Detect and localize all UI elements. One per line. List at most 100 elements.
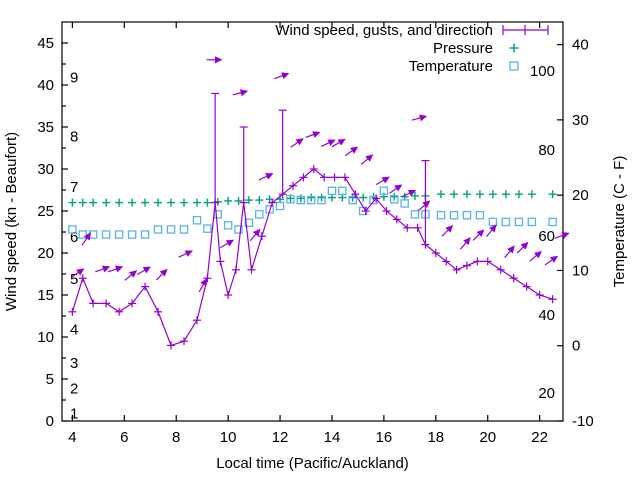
y-tick-label: 45 [37,35,54,52]
x-axis-ticks: 4 6 8 10 12 14 16 18 20 22 [68,22,548,446]
pressure-scale-label: 100 [530,63,555,80]
pressure-scale-label: 20 [538,385,555,402]
y-axis-left-ticks: 0 5 10 15 20 25 30 35 40 45 [37,35,68,430]
wind-direction-arrow [232,89,249,97]
wind-direction-arrow [360,154,374,165]
wind-direction-arrow [544,255,559,266]
beaufort-label: 1 [70,406,78,423]
pressure-scale-label: 80 [538,142,555,159]
beaufort-label: 7 [70,179,78,196]
beaufort-label: 4 [70,322,78,339]
wind-direction-arrow [441,224,454,237]
wind-direction-arrow [485,224,497,237]
wind-direction-arrow [220,239,235,249]
y-tick-label: 0 [46,413,54,430]
y2-tick-label: 20 [572,187,589,204]
plot-frame [61,21,564,422]
temperature-point [153,225,163,234]
wind-direction-arrow [95,265,111,273]
temperature-point [488,217,498,227]
x-tick-label: 18 [427,429,444,446]
wind-direction-arrow [554,232,570,239]
wind-direction-arrow [529,250,543,262]
y-axis-right-title: Temperature (C - F) [611,156,628,288]
wind-direction-arrow [516,241,529,254]
x-tick-label: 16 [376,429,393,446]
temperature-point [78,230,88,239]
temperature-point [140,230,150,239]
wind-direction-arrow [375,176,390,186]
wind-direction-arrow [401,189,417,198]
legend-marker-temperature [509,61,519,71]
legend-marker-wind [502,25,549,35]
temperature-point [234,225,243,234]
temperature-point [475,210,485,220]
y-tick-label: 30 [37,161,54,178]
y2-tick-label: 10 [572,262,589,279]
x-tick-label: 20 [479,429,496,446]
temperature-point [400,199,409,208]
y-tick-label: 25 [37,203,54,220]
temperature-point [501,217,511,227]
temperature-point [101,230,111,239]
x-tick-label: 10 [220,429,237,446]
y-tick-label: 15 [37,287,54,304]
beaufort-label: 3 [70,355,78,372]
beaufort-label: 9 [70,70,78,87]
wind-direction-arrow [411,114,428,122]
pressure-scale-label: 40 [538,307,555,324]
temperature-point [514,217,524,227]
y-tick-label: 10 [37,329,54,346]
beaufort-scale-labels: 1 2 3 4 5 6 7 8 9 [70,70,78,423]
temperature-point [548,217,557,227]
chart-legend: Wind speed, gusts, and directionPressure… [275,22,549,75]
temperature-point [203,224,212,233]
wind-direction-arrow [331,138,346,148]
wind-direction-arrow [504,245,515,258]
temperature-point [436,210,446,220]
wind-direction-arrow [108,265,124,273]
series-wind-speed [68,56,570,350]
temperature-point [223,221,233,230]
legend-label-pressure: Pressure [433,40,493,57]
temperature-point [390,194,399,204]
wind-direction-arrow [155,268,168,281]
y2-tick-label: 0 [572,338,580,355]
wind-direction-arrow [460,237,471,250]
wind-direction-arrow [290,138,304,148]
beaufort-label: 2 [70,380,78,397]
y2-tick-label: 30 [572,112,589,129]
axis-titles: Local time (Pacific/Auckland) Wind speed … [3,132,628,472]
wind-direction-arrow [344,146,359,157]
temperature-point [317,195,326,205]
temperature-point [166,225,176,234]
x-tick-label: 14 [324,429,341,446]
wind-speed-line [71,168,553,347]
wind-direction-arrow [472,229,485,241]
y-tick-label: 5 [46,371,54,388]
y-axis-right-ticks: -10 0 10 20 30 40 [557,37,594,430]
pressure-scale-label: 60 [538,228,555,245]
wind-direction-arrow [274,72,290,80]
wind-direction-arrow [206,56,223,64]
pressure-scale-labels: 20 40 60 80 100 [530,63,555,402]
temperature-point [286,194,295,204]
beaufort-label: 5 [70,271,78,288]
wind-direction-arrow [71,268,85,278]
wind-direction-arrow [81,232,92,246]
wind-direction-arrow [124,270,138,281]
wind-direction-arrow [389,184,403,194]
temperature-point [306,195,316,205]
temperature-point [127,230,137,239]
wind-direction-arrow [258,173,274,181]
wind-direction-arrow [249,228,261,242]
temperature-point [462,210,472,220]
wind-direction-arrow [198,278,208,293]
x-axis-title: Local time (Pacific/Auckland) [216,455,409,472]
temperature-point [213,210,223,219]
temperature-point [379,186,389,196]
temperature-point [114,230,124,239]
temperature-point [338,186,347,196]
